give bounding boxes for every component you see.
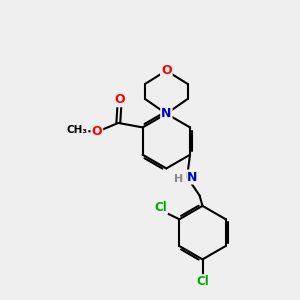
Text: O: O bbox=[92, 125, 102, 138]
Text: O: O bbox=[115, 93, 125, 106]
Text: N: N bbox=[161, 107, 172, 120]
Text: O: O bbox=[161, 64, 172, 77]
Text: N: N bbox=[187, 170, 198, 184]
Text: Cl: Cl bbox=[196, 275, 209, 288]
Text: Cl: Cl bbox=[154, 201, 167, 214]
Text: H: H bbox=[174, 174, 183, 184]
Text: CH₃: CH₃ bbox=[67, 125, 88, 135]
